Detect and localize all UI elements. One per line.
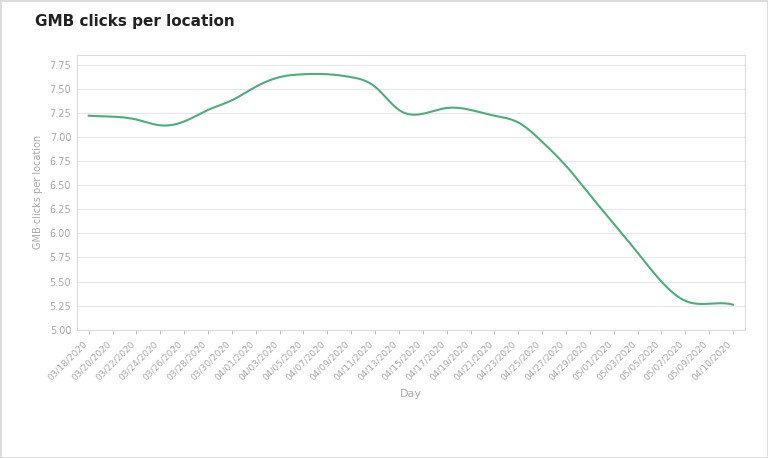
Text: GMB clicks per location: GMB clicks per location [35,14,234,29]
X-axis label: Day: Day [400,389,422,398]
Y-axis label: GMB clicks per location: GMB clicks per location [32,135,42,250]
